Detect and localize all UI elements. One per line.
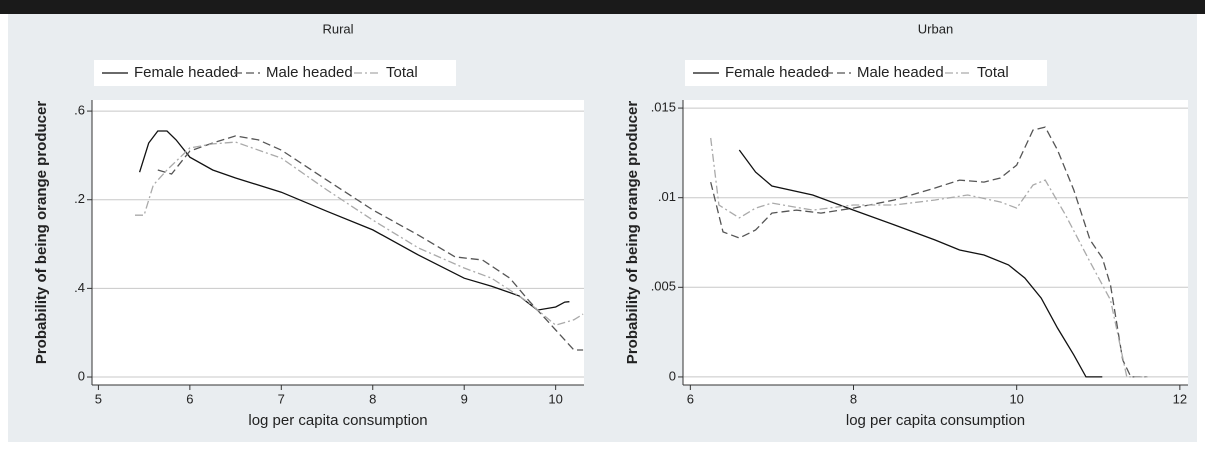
header-bar	[0, 0, 1205, 14]
series-line	[710, 126, 1148, 378]
panel-title: Rural	[322, 21, 353, 36]
legend-label: Female headed	[725, 64, 829, 81]
plot-area	[683, 100, 1188, 385]
plot-area	[92, 100, 584, 385]
legend-label: Female headed	[134, 64, 238, 81]
y-tick-label: .01	[658, 189, 676, 204]
x-tick-label: 10	[1009, 391, 1023, 406]
legend-label: Male headed	[857, 64, 944, 81]
legend-label: Male headed	[266, 64, 353, 81]
y-tick-label: .4	[74, 280, 85, 295]
y-axis-label: Probability of being orange producer	[33, 101, 50, 365]
x-tick-label: 7	[278, 391, 285, 406]
legend-label: Total	[977, 64, 1009, 81]
x-tick-label: 10	[548, 391, 562, 406]
legend-label: Total	[386, 64, 418, 81]
x-tick-label: 9	[461, 391, 468, 406]
x-tick-label: 8	[850, 391, 857, 406]
y-axis-label: Probability of being orange producer	[624, 101, 641, 365]
series-line	[738, 149, 1103, 378]
y-tick-label: 0	[669, 368, 676, 383]
x-tick-label: 8	[369, 391, 376, 406]
x-tick-label: 12	[1173, 391, 1187, 406]
y-tick-label: 0	[78, 368, 85, 383]
panel-title: Urban	[918, 21, 953, 36]
y-tick-label: .015	[651, 100, 676, 115]
x-axis-label: log per capita consumption	[248, 412, 427, 429]
series-line	[135, 141, 584, 326]
legend-box	[685, 60, 1047, 86]
series-line	[710, 137, 1148, 378]
legend-box	[94, 60, 456, 86]
x-tick-label: 6	[687, 391, 694, 406]
x-tick-label: 5	[95, 391, 102, 406]
y-tick-label: .2	[74, 191, 85, 206]
x-tick-label: 6	[186, 391, 193, 406]
x-axis-label: log per capita consumption	[846, 412, 1025, 429]
y-tick-label: .005	[651, 279, 676, 294]
y-tick-label: .6	[74, 103, 85, 118]
